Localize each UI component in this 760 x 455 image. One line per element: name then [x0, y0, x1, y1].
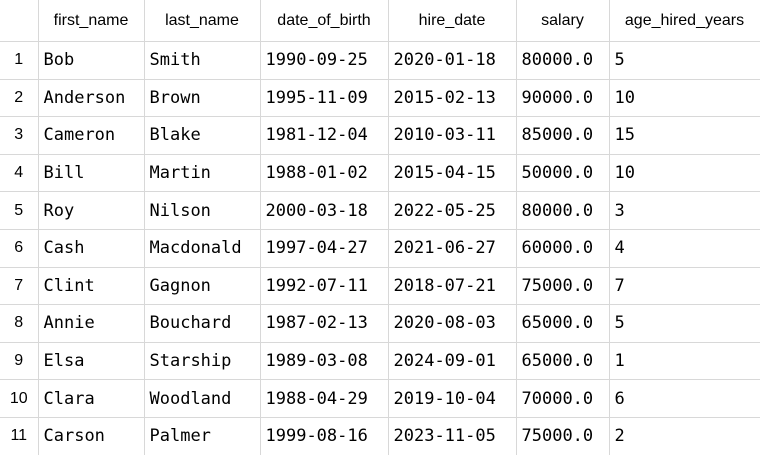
- cell-date-of-birth[interactable]: 1990-09-25: [260, 41, 389, 80]
- table-row[interactable]: 5 Roy Nilson 2000-03-18 2022-05-25 80000.0 3: [0, 191, 760, 230]
- row-number[interactable]: 7: [0, 267, 39, 306]
- cell-salary[interactable]: 60000.0: [516, 229, 610, 268]
- cell-first-name[interactable]: Cash: [38, 229, 145, 268]
- cell-hire-date[interactable]: 2020-08-03: [388, 304, 517, 343]
- cell-hire-date[interactable]: 2023-11-05: [388, 417, 517, 455]
- cell-age-hired-years[interactable]: 5: [609, 41, 760, 80]
- cell-first-name[interactable]: Elsa: [38, 342, 145, 381]
- row-number[interactable]: 10: [0, 379, 39, 418]
- row-number[interactable]: 3: [0, 116, 39, 155]
- cell-hire-date[interactable]: 2024-09-01: [388, 342, 517, 381]
- cell-age-hired-years[interactable]: 4: [609, 229, 760, 268]
- cell-first-name[interactable]: Clara: [38, 379, 145, 418]
- cell-salary[interactable]: 50000.0: [516, 154, 610, 193]
- row-number[interactable]: 6: [0, 229, 39, 268]
- cell-last-name[interactable]: Smith: [144, 41, 261, 80]
- cell-hire-date[interactable]: 2019-10-04: [388, 379, 517, 418]
- row-number[interactable]: 1: [0, 41, 39, 80]
- cell-first-name[interactable]: Roy: [38, 191, 145, 230]
- cell-age-hired-years[interactable]: 2: [609, 417, 760, 455]
- cell-age-hired-years[interactable]: 7: [609, 267, 760, 306]
- table-row[interactable]: 6 Cash Macdonald 1997-04-27 2021-06-27 60000.…: [0, 229, 760, 268]
- cell-age-hired-years[interactable]: 6: [609, 379, 760, 418]
- column-header-last-name[interactable]: last_name: [144, 0, 261, 42]
- cell-hire-date[interactable]: 2022-05-25: [388, 191, 517, 230]
- row-number[interactable]: 2: [0, 79, 39, 118]
- cell-last-name[interactable]: Gagnon: [144, 267, 261, 306]
- cell-first-name[interactable]: Clint: [38, 267, 145, 306]
- cell-date-of-birth[interactable]: 1988-04-29: [260, 379, 389, 418]
- cell-last-name[interactable]: Starship: [144, 342, 261, 381]
- table-row[interactable]: 7 Clint Gagnon 1992-07-11 2018-07-21 75000.0 7: [0, 267, 760, 306]
- column-header-salary[interactable]: salary: [516, 0, 610, 42]
- cell-age-hired-years[interactable]: 15: [609, 116, 760, 155]
- table-row[interactable]: 4 Bill Martin 1988-01-02 2015-04-15 50000.0 10: [0, 154, 760, 193]
- column-header-date-of-birth[interactable]: date_of_birth: [260, 0, 389, 42]
- cell-first-name[interactable]: Bob: [38, 41, 145, 80]
- cell-hire-date[interactable]: 2020-01-18: [388, 41, 517, 80]
- cell-last-name[interactable]: Blake: [144, 116, 261, 155]
- cell-salary[interactable]: 90000.0: [516, 79, 610, 118]
- cell-last-name[interactable]: Macdonald: [144, 229, 261, 268]
- row-number[interactable]: 4: [0, 154, 39, 193]
- cell-hire-date[interactable]: 2018-07-21: [388, 267, 517, 306]
- cell-salary[interactable]: 70000.0: [516, 379, 610, 418]
- cell-salary[interactable]: 75000.0: [516, 417, 610, 455]
- cell-first-name[interactable]: Cameron: [38, 116, 145, 155]
- table-row[interactable]: 10 Clara Woodland 1988-04-29 2019-10-04 70000…: [0, 379, 760, 418]
- cell-salary[interactable]: 85000.0: [516, 116, 610, 155]
- cell-last-name[interactable]: Woodland: [144, 379, 261, 418]
- cell-salary[interactable]: 80000.0: [516, 41, 610, 80]
- cell-salary[interactable]: 75000.0: [516, 267, 610, 306]
- cell-hire-date[interactable]: 2010-03-11: [388, 116, 517, 155]
- cell-age-hired-years[interactable]: 3: [609, 191, 760, 230]
- cell-date-of-birth[interactable]: 1999-08-16: [260, 417, 389, 455]
- table-row[interactable]: 8 Annie Bouchard 1987-02-13 2020-08-03 65000.…: [0, 304, 760, 343]
- column-header-hire-date[interactable]: hire_date: [388, 0, 517, 42]
- cell-last-name[interactable]: Palmer: [144, 417, 261, 455]
- row-number[interactable]: 11: [0, 417, 39, 455]
- table-row[interactable]: 11 Carson Palmer 1999-08-16 2023-11-05 75000.…: [0, 417, 760, 455]
- cell-date-of-birth[interactable]: 1995-11-09: [260, 79, 389, 118]
- cell-date-of-birth[interactable]: 1989-03-08: [260, 342, 389, 381]
- cell-date-of-birth[interactable]: 1997-04-27: [260, 229, 389, 268]
- column-header-age-hired-years[interactable]: age_hired_years: [609, 0, 760, 42]
- row-number[interactable]: 5: [0, 191, 39, 230]
- header-row: first_name last_name date_of_birth hire_…: [0, 0, 760, 42]
- row-number[interactable]: 9: [0, 342, 39, 381]
- row-number[interactable]: 8: [0, 304, 39, 343]
- cell-hire-date[interactable]: 2015-02-13: [388, 79, 517, 118]
- cell-last-name[interactable]: Martin: [144, 154, 261, 193]
- cell-first-name[interactable]: Carson: [38, 417, 145, 455]
- cell-salary[interactable]: 65000.0: [516, 304, 610, 343]
- cell-date-of-birth[interactable]: 1988-01-02: [260, 154, 389, 193]
- cell-date-of-birth[interactable]: 1981-12-04: [260, 116, 389, 155]
- cell-age-hired-years[interactable]: 1: [609, 342, 760, 381]
- cell-first-name[interactable]: Bill: [38, 154, 145, 193]
- cell-age-hired-years[interactable]: 5: [609, 304, 760, 343]
- table-row[interactable]: 3 Cameron Blake 1981-12-04 2010-03-11 85000.0…: [0, 116, 760, 155]
- cell-date-of-birth[interactable]: 1992-07-11: [260, 267, 389, 306]
- table-row[interactable]: 2 Anderson Brown 1995-11-09 2015-02-13 90000.…: [0, 79, 760, 118]
- table-row[interactable]: 1 Bob Smith 1990-09-25 2020-01-18 80000.0 5: [0, 41, 760, 80]
- cell-first-name[interactable]: Anderson: [38, 79, 145, 118]
- cell-date-of-birth[interactable]: 2000-03-18: [260, 191, 389, 230]
- table-body: 1 Bob Smith 1990-09-25 2020-01-18 80000.0 5 2 An…: [0, 41, 760, 455]
- cell-last-name[interactable]: Nilson: [144, 191, 261, 230]
- cell-hire-date[interactable]: 2021-06-27: [388, 229, 517, 268]
- cell-first-name[interactable]: Annie: [38, 304, 145, 343]
- cell-date-of-birth[interactable]: 1987-02-13: [260, 304, 389, 343]
- cell-last-name[interactable]: Brown: [144, 79, 261, 118]
- table-row[interactable]: 9 Elsa Starship 1989-03-08 2024-09-01 65000.0…: [0, 342, 760, 381]
- cell-salary[interactable]: 65000.0: [516, 342, 610, 381]
- cell-salary[interactable]: 80000.0: [516, 191, 610, 230]
- corner-cell[interactable]: [0, 0, 39, 42]
- column-header-first-name[interactable]: first_name: [38, 0, 145, 42]
- cell-hire-date[interactable]: 2015-04-15: [388, 154, 517, 193]
- cell-age-hired-years[interactable]: 10: [609, 154, 760, 193]
- cell-last-name[interactable]: Bouchard: [144, 304, 261, 343]
- cell-age-hired-years[interactable]: 10: [609, 79, 760, 118]
